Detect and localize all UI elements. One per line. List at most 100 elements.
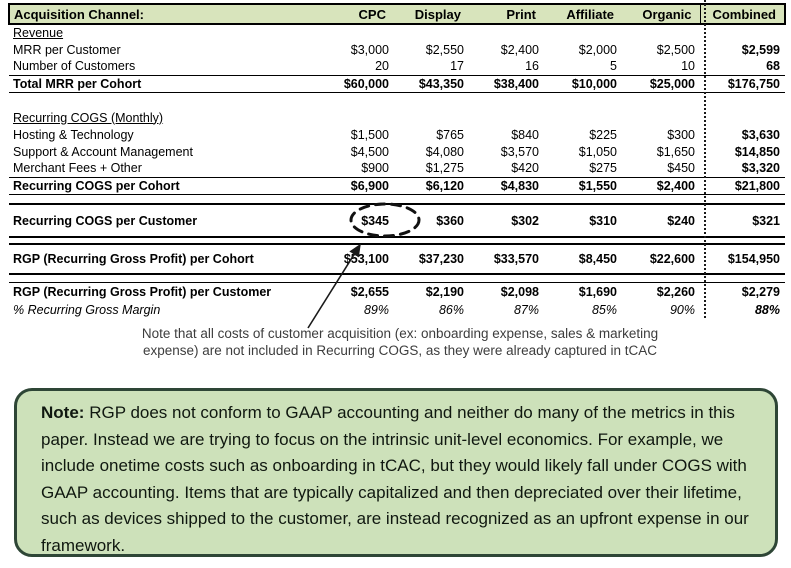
cell-value bbox=[283, 237, 394, 244]
cell-value bbox=[700, 92, 785, 109]
cell-value: 88% bbox=[754, 303, 780, 317]
table-row: % Recurring Gross Margin 89% 86% 87% 85% 90% 8… bbox=[9, 301, 785, 319]
cell-value: $33,570 bbox=[469, 243, 544, 275]
cell-value bbox=[700, 24, 785, 41]
cell-value: $310 bbox=[544, 203, 622, 238]
row-label: RGP (Recurring Gross Profit) per Custome… bbox=[9, 281, 283, 301]
cell-value bbox=[394, 92, 469, 109]
combined-column-separator bbox=[704, 0, 706, 318]
table-row: Merchant Fees + Other $900 $1,275 $420 $275 $… bbox=[9, 160, 785, 177]
table-row bbox=[9, 274, 785, 282]
table-row bbox=[9, 92, 785, 109]
cell-value bbox=[469, 194, 544, 204]
cell-value: $6,120 bbox=[394, 176, 469, 195]
table-row: Support & Account Management $4,500 $4,080… bbox=[9, 143, 785, 160]
cell-value: 16 bbox=[525, 59, 539, 74]
cell-value bbox=[469, 92, 544, 109]
cell-value: $900 bbox=[361, 161, 389, 176]
cell-value: $360 bbox=[394, 203, 469, 238]
cell-value: $765 bbox=[436, 127, 464, 142]
cell-value bbox=[544, 24, 622, 41]
cell-value: $345 bbox=[283, 203, 394, 238]
cell-value bbox=[544, 109, 622, 126]
row-label: RGP (Recurring Gross Profit) per Cohort bbox=[9, 243, 283, 275]
cell-value: 5 bbox=[610, 59, 617, 74]
cell-value bbox=[394, 237, 469, 244]
cell-value: $1,050 bbox=[578, 144, 617, 159]
cell-value: $1,500 bbox=[350, 127, 389, 142]
cell-value: $2,550 bbox=[425, 42, 464, 57]
cohort-table-body: Revenue MRR per Customer $3,000 $2,550 $2,40… bbox=[9, 24, 785, 319]
cell-value: $2,599 bbox=[741, 42, 780, 57]
table-header-row: Acquisition Channel: CPC Display Print A… bbox=[8, 3, 786, 25]
cell-value bbox=[622, 237, 700, 244]
cell-value: 86% bbox=[438, 303, 464, 317]
cell-value bbox=[622, 109, 700, 126]
cell-value: $275 bbox=[589, 161, 617, 176]
cell-value: $3,000 bbox=[350, 42, 389, 57]
cell-value bbox=[394, 109, 469, 126]
cell-value: $4,500 bbox=[350, 144, 389, 159]
cell-value: 17 bbox=[450, 59, 464, 74]
cell-value: $840 bbox=[511, 127, 539, 142]
cell-value bbox=[469, 274, 544, 282]
note-box-label: Note: bbox=[41, 403, 85, 422]
note-box-text: Note: RGP does not conform to GAAP accou… bbox=[41, 403, 749, 555]
row-label: Merchant Fees + Other bbox=[13, 161, 142, 176]
table-row: Recurring COGS (Monthly) bbox=[9, 109, 785, 126]
cell-value: $22,600 bbox=[622, 243, 700, 275]
cell-value: $1,650 bbox=[656, 144, 695, 159]
cell-value: 20 bbox=[375, 59, 389, 74]
cell-value: $2,098 bbox=[469, 281, 544, 301]
row-label bbox=[9, 194, 283, 204]
cell-value: 10 bbox=[681, 59, 695, 74]
row-label: Hosting & Technology bbox=[13, 127, 134, 142]
cell-value: $2,279 bbox=[700, 281, 785, 301]
table-row bbox=[9, 194, 785, 204]
row-label: Recurring COGS per Customer bbox=[9, 203, 283, 238]
cell-value: $53,100 bbox=[283, 243, 394, 275]
cell-value bbox=[700, 237, 785, 244]
cell-value: $154,950 bbox=[700, 243, 785, 275]
header-col-combined: Combined bbox=[699, 3, 786, 25]
cell-value: $21,800 bbox=[700, 176, 785, 195]
header-col-cpc: CPC bbox=[283, 3, 394, 25]
cell-value: $420 bbox=[511, 161, 539, 176]
header-col-print: Print bbox=[469, 3, 544, 25]
cell-value: $321 bbox=[700, 203, 785, 238]
cell-value: $1,550 bbox=[544, 176, 622, 195]
cell-value: $10,000 bbox=[544, 74, 622, 93]
cell-value bbox=[394, 194, 469, 204]
cell-value: $8,450 bbox=[544, 243, 622, 275]
row-label: % Recurring Gross Margin bbox=[13, 303, 161, 317]
row-label: Number of Customers bbox=[13, 59, 136, 74]
cell-value: $6,900 bbox=[283, 176, 394, 195]
cell-value: $2,000 bbox=[578, 42, 617, 57]
row-label: Recurring COGS (Monthly) bbox=[13, 110, 164, 125]
cell-value bbox=[283, 194, 394, 204]
header-acquisition-channel: Acquisition Channel: bbox=[8, 3, 283, 25]
note-box: Note: RGP does not conform to GAAP accou… bbox=[14, 388, 778, 557]
table-row: Hosting & Technology $1,500 $765 $840 $225 $3… bbox=[9, 126, 785, 143]
row-label: MRR per Customer bbox=[13, 42, 121, 57]
cell-value: $4,080 bbox=[425, 144, 464, 159]
cell-value: $176,750 bbox=[700, 74, 785, 93]
row-label bbox=[9, 274, 283, 282]
row-label bbox=[9, 92, 283, 109]
cell-value: $14,850 bbox=[734, 144, 780, 159]
cell-value: $2,500 bbox=[656, 42, 695, 57]
cell-value: $60,000 bbox=[283, 74, 394, 93]
cell-value: $225 bbox=[589, 127, 617, 142]
header-col-affiliate: Affiliate bbox=[544, 3, 622, 25]
cell-value: $300 bbox=[667, 127, 695, 142]
cell-value bbox=[700, 109, 785, 126]
cell-value: 68 bbox=[766, 59, 780, 74]
cell-value: $25,000 bbox=[622, 74, 700, 93]
cell-value: $2,400 bbox=[622, 176, 700, 195]
cell-value: $2,190 bbox=[394, 281, 469, 301]
cell-value bbox=[394, 24, 469, 41]
cell-value: $1,690 bbox=[544, 281, 622, 301]
cell-value: $3,320 bbox=[741, 161, 780, 176]
table-row bbox=[9, 237, 785, 244]
